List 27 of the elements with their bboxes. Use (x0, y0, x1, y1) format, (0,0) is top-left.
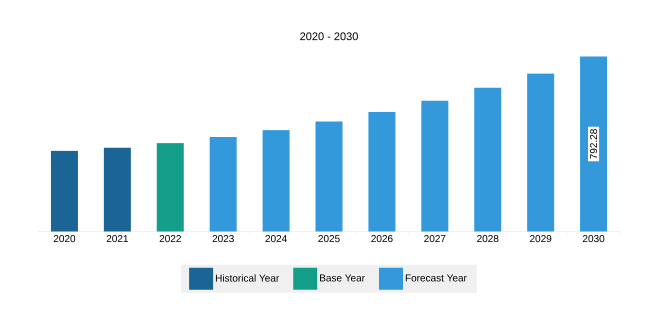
x-tick-label: 2025 (318, 235, 340, 242)
legend-label: Base Year (320, 274, 365, 282)
x-tick-label: 2023 (212, 235, 234, 242)
x-tick-label: 2026 (371, 235, 393, 242)
bar (368, 112, 396, 232)
bar (262, 130, 290, 232)
bar (580, 56, 608, 232)
bar (104, 148, 131, 232)
bar (421, 100, 448, 232)
x-tick-label: 2030 (582, 235, 604, 242)
x-tick-label: 2021 (106, 235, 128, 242)
bar (210, 136, 237, 232)
data-label: 792.28 (590, 129, 598, 159)
x-tick-label: 2024 (265, 235, 287, 242)
bar (527, 74, 554, 232)
legend-label: Historical Year (216, 274, 280, 282)
legend-label: Forecast Year (406, 274, 467, 282)
bar (474, 88, 502, 232)
x-tick-label: 2020 (54, 235, 76, 242)
x-tick-label: 2027 (424, 235, 446, 242)
bar (156, 143, 184, 232)
x-tick-label: 2028 (477, 235, 498, 242)
x-tick-label: 2022 (160, 235, 181, 242)
bar (316, 121, 343, 232)
chart-title: 2020 - 2030 (300, 32, 358, 40)
bar (50, 150, 78, 232)
x-tick-label: 2029 (530, 235, 552, 242)
